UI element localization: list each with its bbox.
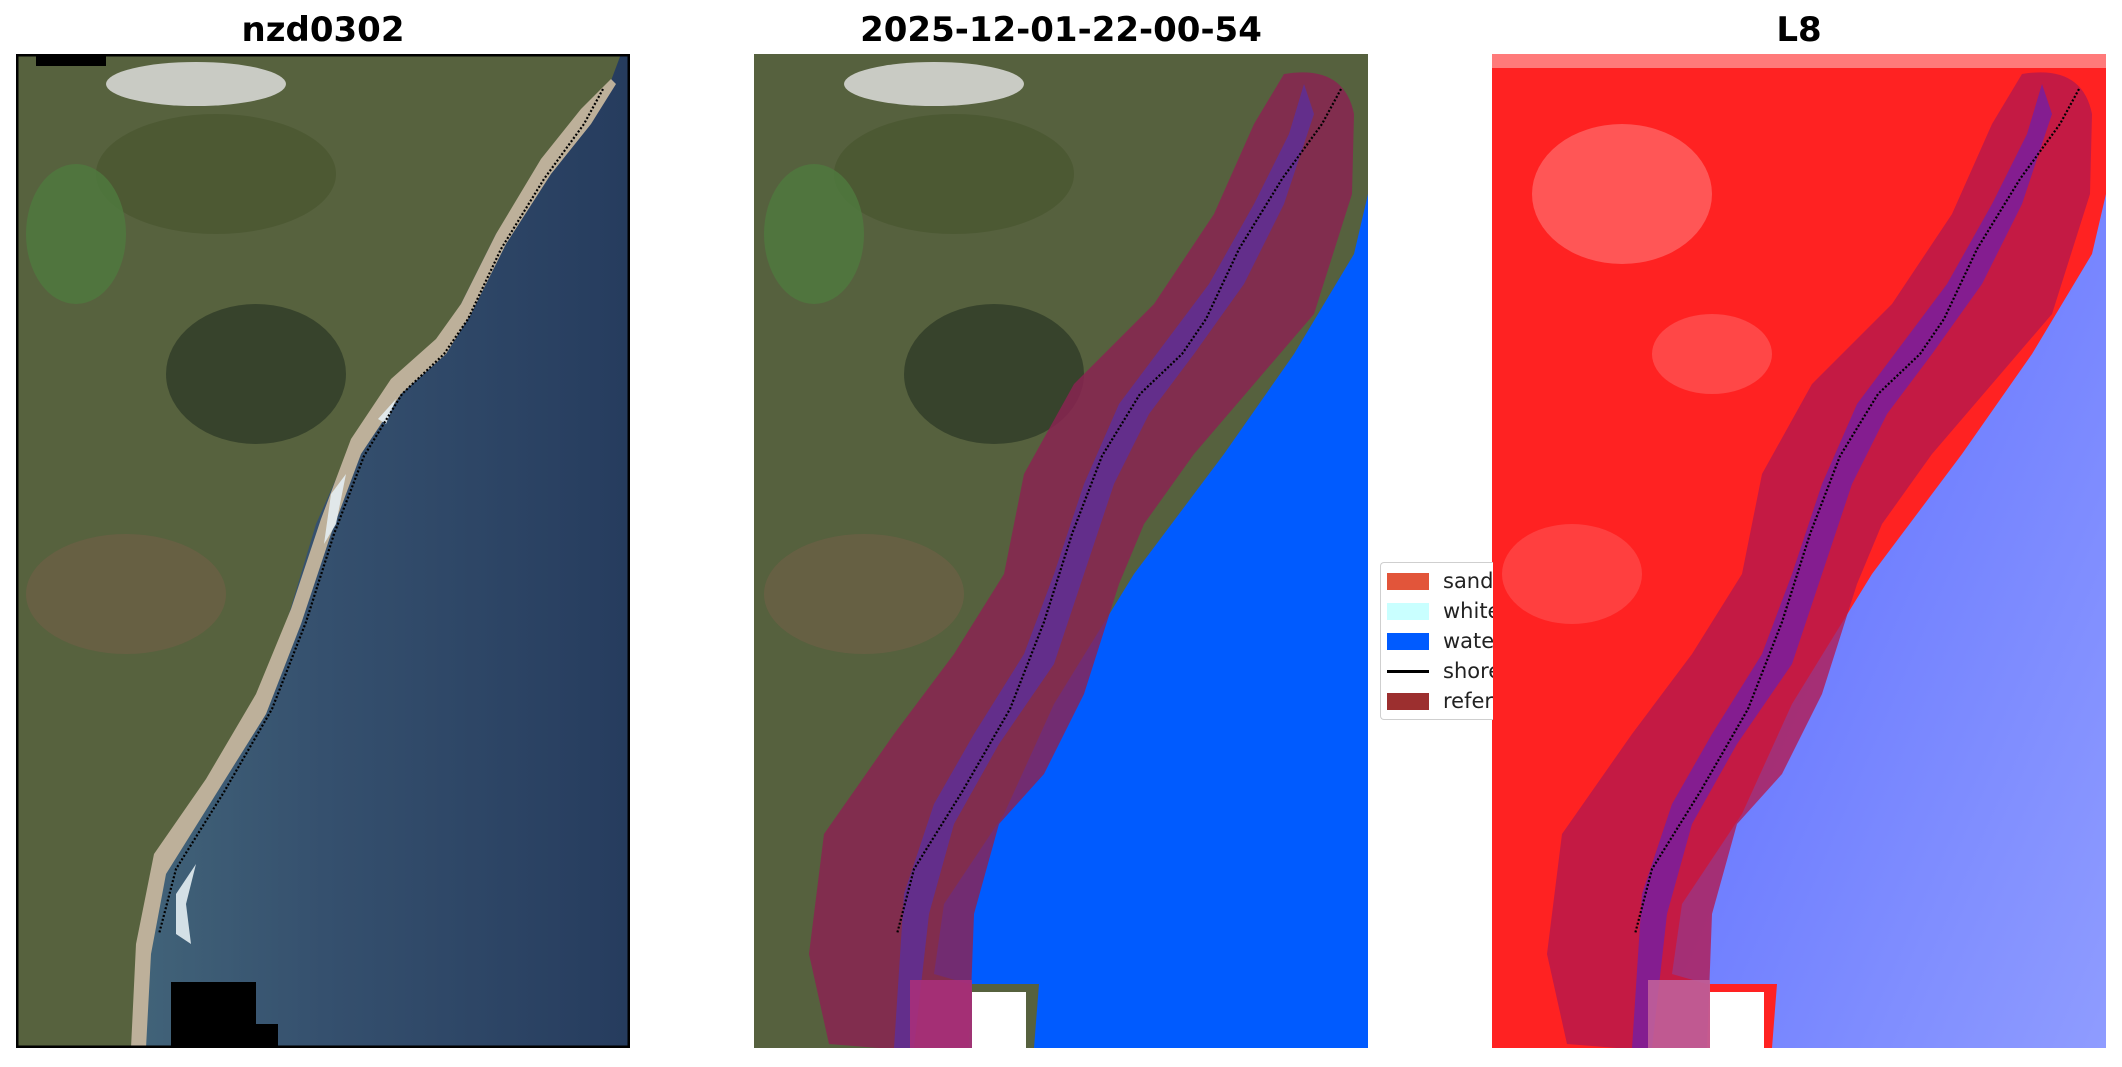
shoreline-line [1633,88,2080,935]
panel-title-classified: 2025-12-01-22-00-54 [860,10,1262,50]
panel-title-rgb: nzd0302 [241,10,405,50]
shoreline-line-swatch [1387,669,1429,673]
water-swatch [1387,632,1429,650]
rgb-satellite-image [16,54,630,1048]
shoreline-line [157,88,604,935]
land-area [16,54,621,1048]
nodata-gap [972,992,1026,1048]
legend-label: water [1443,629,1493,653]
classified-image [754,54,1368,1048]
legend-label: sand [1443,569,1493,593]
shoreline-line [895,88,1342,935]
inner-buffer-band [1632,84,2052,1048]
white-water-swatch [1387,602,1429,620]
legend-item-water: water [1387,629,1493,653]
legend: sand white-water water shoreline referen… [1380,562,1493,720]
water-class [934,54,1368,1048]
legend-label: white-water [1443,599,1493,623]
l8-index-image [1492,54,2106,1048]
inner-buffer-band [894,84,1314,1048]
nodata-block [171,982,278,1048]
legend-label: reference shoreline buffer [1443,689,1493,713]
legend-item-white-water: white-water [1387,599,1493,623]
sand-swatch [1387,572,1429,590]
water-index [1672,54,2106,1048]
legend-item-shoreline: shoreline [1387,659,1493,683]
legend-label: shoreline [1443,659,1493,683]
panel-title-index: L8 [1776,10,1822,50]
reference-buffer-swatch [1387,692,1429,710]
nodata-gap [1710,992,1764,1048]
legend-item-reference-buffer: reference shoreline buffer [1387,689,1493,713]
legend-item-sand: sand [1387,569,1493,593]
